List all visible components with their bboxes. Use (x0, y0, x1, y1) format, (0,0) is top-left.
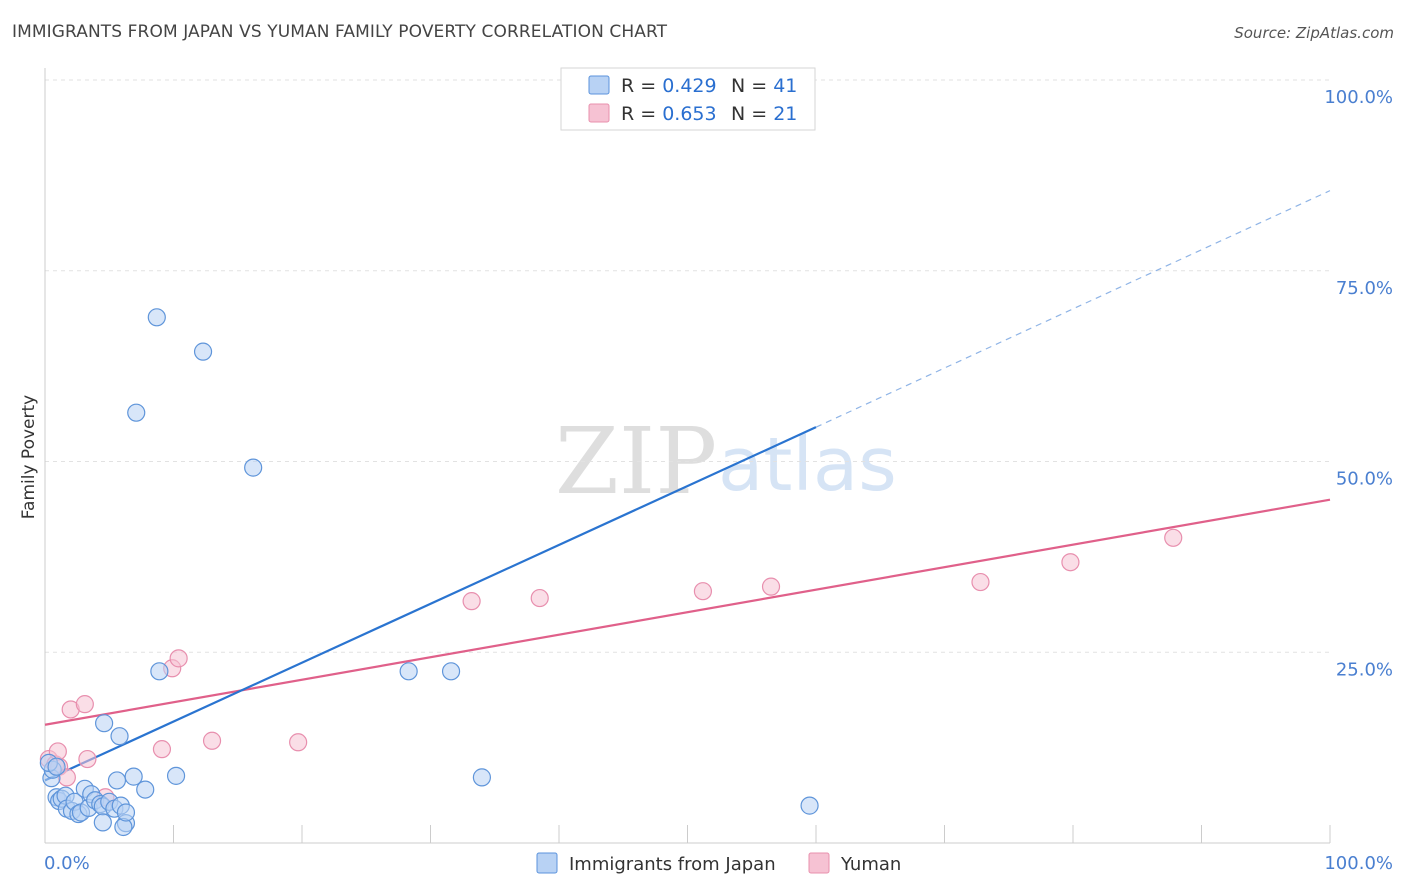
legend-n-label-1: N = (731, 75, 773, 97)
y-tick-label-2: 50.0% (1336, 469, 1393, 490)
point-japan (399, 662, 418, 681)
y-tick-label-1: 75.0% (1336, 278, 1393, 299)
trend-lines (44, 190, 1331, 782)
point-yuman (462, 592, 481, 611)
legend-swatch-japan-bottom (536, 852, 558, 874)
legend-swatch-yuman (588, 103, 610, 123)
point-yuman (693, 582, 713, 601)
point-japan (166, 766, 186, 785)
chart-title: IMMIGRANTS FROM JAPAN VS YUMAN FAMILY PO… (12, 22, 668, 42)
point-japan (193, 342, 213, 361)
point-japan (441, 662, 461, 681)
point-yuman (75, 695, 94, 714)
data-points (39, 308, 1183, 837)
watermark-atlas: atlas (718, 422, 897, 508)
svg-text:N = 41: N = 41 (731, 75, 797, 97)
point-japan (107, 771, 127, 790)
trend-line-japan (44, 426, 817, 782)
tick-labels: 100.0% 75.0% 50.0% 25.0% 0.0% 100.0% (44, 87, 1393, 874)
x-tick-label-0: 0.0% (44, 853, 90, 874)
legend-n-value-2: 21 (773, 103, 797, 125)
point-japan (110, 727, 129, 746)
point-yuman (1164, 528, 1183, 547)
point-japan (95, 714, 114, 733)
point-japan (93, 813, 112, 832)
legend-r-label-1: R = (621, 75, 662, 97)
legend-swatch-yuman-bottom (808, 852, 830, 874)
legend-label-japan: Immigrants from Japan (569, 854, 776, 875)
series-legend: Immigrants from Japan Yuman (536, 852, 901, 875)
point-yuman (202, 731, 222, 750)
legend-n-value-1: 41 (773, 75, 797, 97)
point-yuman (1061, 553, 1080, 572)
point-japan (116, 803, 136, 822)
point-yuman (971, 572, 990, 592)
svg-text:N = 21: N = 21 (731, 103, 797, 125)
legend-label-yuman: Yuman (840, 854, 901, 875)
point-yuman (152, 740, 172, 759)
legend-n-label-2: N = (731, 103, 773, 125)
point-japan (472, 768, 491, 787)
axes (44, 68, 1331, 844)
point-japan (136, 780, 155, 799)
legend-r-value-2: 0.653 (662, 103, 716, 125)
point-japan (800, 796, 819, 815)
point-japan (47, 757, 66, 776)
y-tick-label-3: 25.0% (1336, 659, 1393, 680)
legend-r-label-2: R = (621, 103, 662, 125)
point-japan (127, 403, 146, 422)
watermark-zip: ZIP (555, 408, 717, 515)
x-tick-label-1: 100.0% (1324, 853, 1393, 874)
svg-text:R = 0.653: R = 0.653 (621, 103, 717, 125)
svg-text:R = 0.429: R = 0.429 (621, 75, 717, 97)
trend-line-japan-extension (815, 190, 1331, 428)
point-japan (244, 458, 263, 477)
point-japan (150, 662, 169, 681)
stats-legend: R = 0.429 N = 41 R = 0.653 N = 21 (560, 67, 816, 131)
gridlines (45, 79, 1330, 653)
source-label: Source: ZipAtlas.com (1234, 24, 1394, 42)
point-yuman (169, 649, 188, 668)
legend-swatch-japan (588, 75, 610, 95)
point-japan (147, 308, 166, 327)
point-yuman (530, 588, 549, 608)
point-yuman (78, 749, 97, 769)
legend-r-value-1: 0.429 (662, 75, 716, 97)
y-tick-label-0: 100.0% (1324, 87, 1393, 108)
point-yuman (289, 733, 308, 752)
point-yuman (761, 577, 781, 596)
y-axis-label: Family Poverty (19, 395, 39, 519)
trend-line-yuman (44, 498, 1331, 726)
